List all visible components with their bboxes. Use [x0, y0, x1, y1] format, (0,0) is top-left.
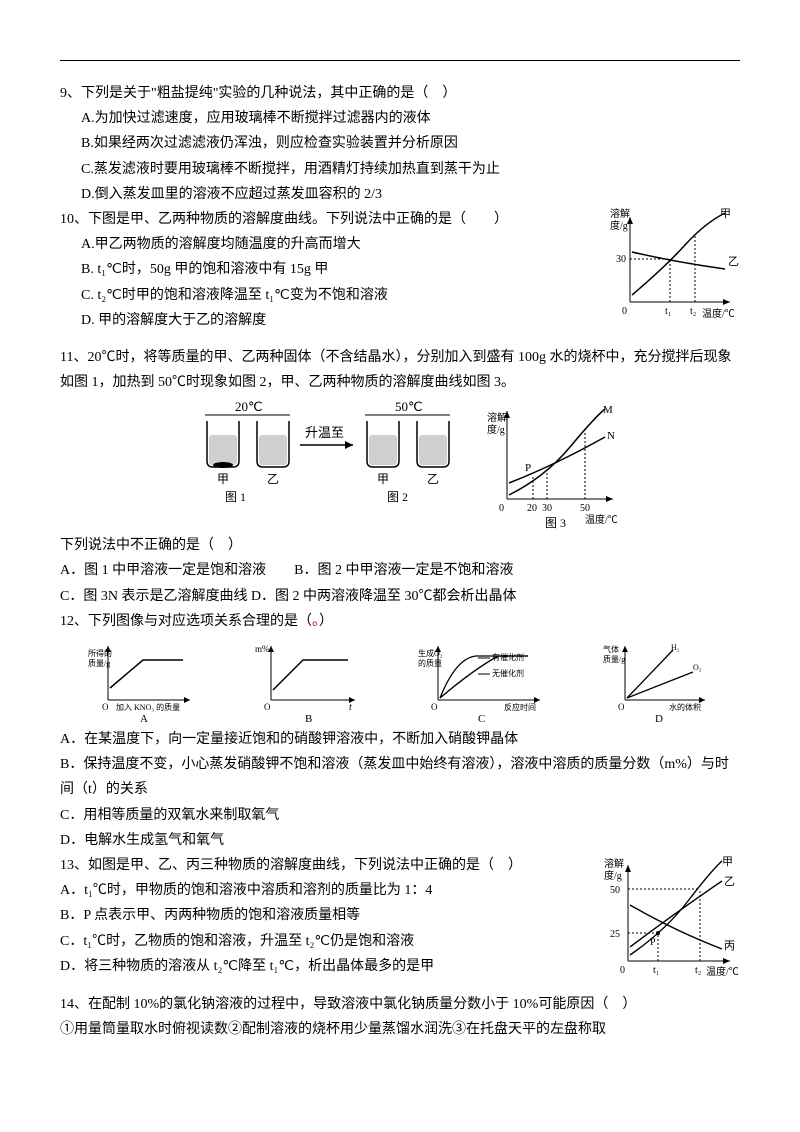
svg-text:50℃: 50℃: [395, 399, 423, 414]
svg-text:A: A: [140, 713, 148, 723]
svg-text:甲: 甲: [217, 472, 229, 486]
q13-chart: 甲 乙 丙 P 50 25 t₁ t₂ 温度/℃ 溶解 度/g 0: [600, 853, 740, 992]
svg-text:O: O: [102, 702, 109, 712]
svg-text:的质量: 的质量: [418, 658, 442, 668]
svg-text:图 3: 图 3: [545, 516, 566, 529]
svg-text:0: 0: [620, 965, 625, 976]
q12-opt-a: A．在某温度下，向一定量接近饱和的硝酸钾溶液中，不断加入硝酸钾晶体: [60, 727, 740, 752]
svg-text:丙: 丙: [724, 940, 735, 952]
svg-text:质量/g: 质量/g: [88, 658, 110, 668]
q11-beakers-icon: 20℃ 甲 乙 图 1 升温至 50℃ 甲 乙: [175, 399, 475, 514]
svg-text:度/g: 度/g: [487, 423, 505, 436]
svg-text:甲: 甲: [722, 856, 733, 868]
svg-text:B: B: [305, 713, 312, 723]
svg-text:20: 20: [527, 503, 537, 514]
top-rule: [60, 60, 740, 61]
svg-text:加入 KNO₃ 的质量: 加入 KNO₃ 的质量: [116, 702, 180, 712]
q12-close: ）: [319, 614, 333, 629]
q11-opt-cd: C．图 3N 表示是乙溶解度曲线 D．图 2 中两溶液降温至 30℃都会析出晶体: [60, 584, 740, 609]
svg-text:P: P: [650, 937, 656, 948]
svg-text:甲: 甲: [377, 472, 389, 486]
svg-text:度/g: 度/g: [610, 219, 628, 232]
svg-text:O: O: [618, 702, 625, 712]
q9-stem: 9、下列是关于"粗盐提纯"实验的几种说法，其中正确的是（ ）: [60, 81, 740, 106]
q11-opt-ab: A．图 1 中甲溶液一定是饱和溶液 B．图 2 中甲溶液一定是不饱和溶液: [60, 558, 740, 583]
svg-text:t₂: t₂: [695, 965, 701, 976]
svg-text:t₁: t₁: [665, 306, 671, 317]
q12-chart-b-icon: m% t B O: [253, 638, 363, 723]
svg-text:温度/℃: 温度/℃: [706, 965, 739, 978]
q12-stem-text: 12、下列图像与对应选项关系合理的是（: [60, 614, 312, 629]
q12-charts-row: 所得的 质量/g 加入 KNO₃ 的质量 A O m% t B O 有催化剂 无…: [60, 638, 740, 723]
svg-text:O₂: O₂: [693, 663, 702, 672]
q11-stem1: 11、20℃时，将等质量的甲、乙两种固体（不含结晶水），分别加入到盛有 100g…: [60, 345, 740, 395]
q11-figures: 20℃ 甲 乙 图 1 升温至 50℃ 甲 乙: [60, 399, 740, 529]
q9-opt-d: D.倒入蒸发皿里的溶液不应超过蒸发皿容积的 2/3: [60, 182, 740, 207]
svg-text:m%: m%: [255, 644, 270, 654]
svg-text:M: M: [603, 404, 613, 416]
svg-text:气体: 气体: [603, 644, 619, 654]
svg-text:水的体积: 水的体积: [669, 702, 701, 712]
period-red: 。: [312, 614, 319, 629]
q12-opt-c: C．用相等质量的双氧水来制取氧气: [60, 803, 740, 828]
q9-opt-b: B.如果经两次过滤滤液仍浑浊，则应检查实验装置并分析原因: [60, 131, 740, 156]
svg-text:反应时间: 反应时间: [504, 702, 536, 712]
svg-text:50: 50: [580, 503, 590, 514]
q9-opt-c: C.蒸发滤液时要用玻璃棒不断搅拌，用酒精灯持续加热直到蒸干为止: [60, 157, 740, 182]
svg-text:0: 0: [499, 503, 504, 514]
q9-opt-a: A.为加快过滤速度，应用玻璃棒不断搅拌过滤器内的液体: [60, 106, 740, 131]
q12-opt-d: D．电解水生成氢气和氧气: [60, 828, 740, 853]
svg-text:P: P: [525, 462, 531, 474]
svg-text:30: 30: [616, 254, 626, 265]
svg-text:图 1: 图 1: [225, 490, 246, 504]
svg-text:溶解: 溶解: [487, 411, 507, 424]
svg-text:乙: 乙: [427, 472, 439, 486]
q12-chart-c-icon: 有催化剂 无催化剂 生成O₂ 的质量 反应时间 C O: [418, 638, 548, 723]
svg-text:温度/℃: 温度/℃: [585, 513, 618, 526]
q14-line: ①用量筒量取水时俯视读数②配制溶液的烧杯用少量蒸馏水润洗③在托盘天平的左盘称取: [60, 1017, 740, 1042]
svg-text:质量/g: 质量/g: [603, 654, 625, 664]
q14-stem: 14、在配制 10%的氯化钠溶液的过程中，导致溶液中氯化钠质量分数小于 10%可…: [60, 992, 740, 1017]
svg-text:乙: 乙: [724, 875, 735, 888]
svg-text:25: 25: [610, 929, 620, 940]
q12-chart-a-icon: 所得的 质量/g 加入 KNO₃ 的质量 A O: [88, 638, 198, 723]
svg-text:溶解: 溶解: [610, 207, 630, 220]
q11-chart-icon: M N P 溶解 度/g 20 30 50 温度/℃ 0 图 3: [485, 399, 625, 529]
svg-text:D: D: [655, 713, 663, 723]
svg-text:生成O₂: 生成O₂: [418, 648, 443, 658]
temp-20-label: 20℃: [235, 399, 263, 414]
svg-text:无催化剂: 无催化剂: [492, 668, 524, 678]
svg-text:温度/℃: 温度/℃: [702, 307, 735, 320]
svg-text:溶解: 溶解: [604, 857, 624, 870]
q12-opt-b: B．保持温度不变，小心蒸发硝酸钾不饱和溶液（蒸发皿中始终有溶液），溶液中溶质的质…: [60, 752, 740, 802]
svg-text:0: 0: [622, 306, 627, 317]
svg-text:O: O: [431, 702, 438, 712]
svg-text:t₂: t₂: [690, 306, 696, 317]
svg-text:O: O: [264, 702, 271, 712]
q10-chart: 30 0 t₁ t₂ 温度/℃ 溶解 度/g 甲 乙: [610, 207, 740, 331]
q12-chart-d-icon: H₂ O₂ 气体 质量/g 水的体积 D O: [603, 638, 713, 723]
svg-text:所得的: 所得的: [88, 648, 112, 658]
svg-text:有催化剂: 有催化剂: [492, 652, 524, 662]
svg-text:图 2: 图 2: [387, 490, 408, 504]
svg-text:C: C: [478, 713, 485, 723]
svg-text:t: t: [349, 702, 352, 713]
q11-stem2: 下列说法中不正确的是（ ）: [60, 533, 740, 558]
svg-text:升温至: 升温至: [305, 425, 344, 440]
svg-text:H₂: H₂: [671, 643, 680, 652]
q12-stem: 12、下列图像与对应选项关系合理的是（。）: [60, 609, 740, 634]
svg-text:甲: 甲: [720, 208, 731, 220]
svg-text:度/g: 度/g: [604, 869, 622, 882]
svg-text:乙: 乙: [728, 255, 739, 268]
svg-text:30: 30: [542, 503, 552, 514]
svg-text:N: N: [607, 430, 615, 442]
svg-text:乙: 乙: [267, 472, 279, 486]
svg-text:t₁: t₁: [653, 965, 659, 976]
svg-text:50: 50: [610, 885, 620, 896]
